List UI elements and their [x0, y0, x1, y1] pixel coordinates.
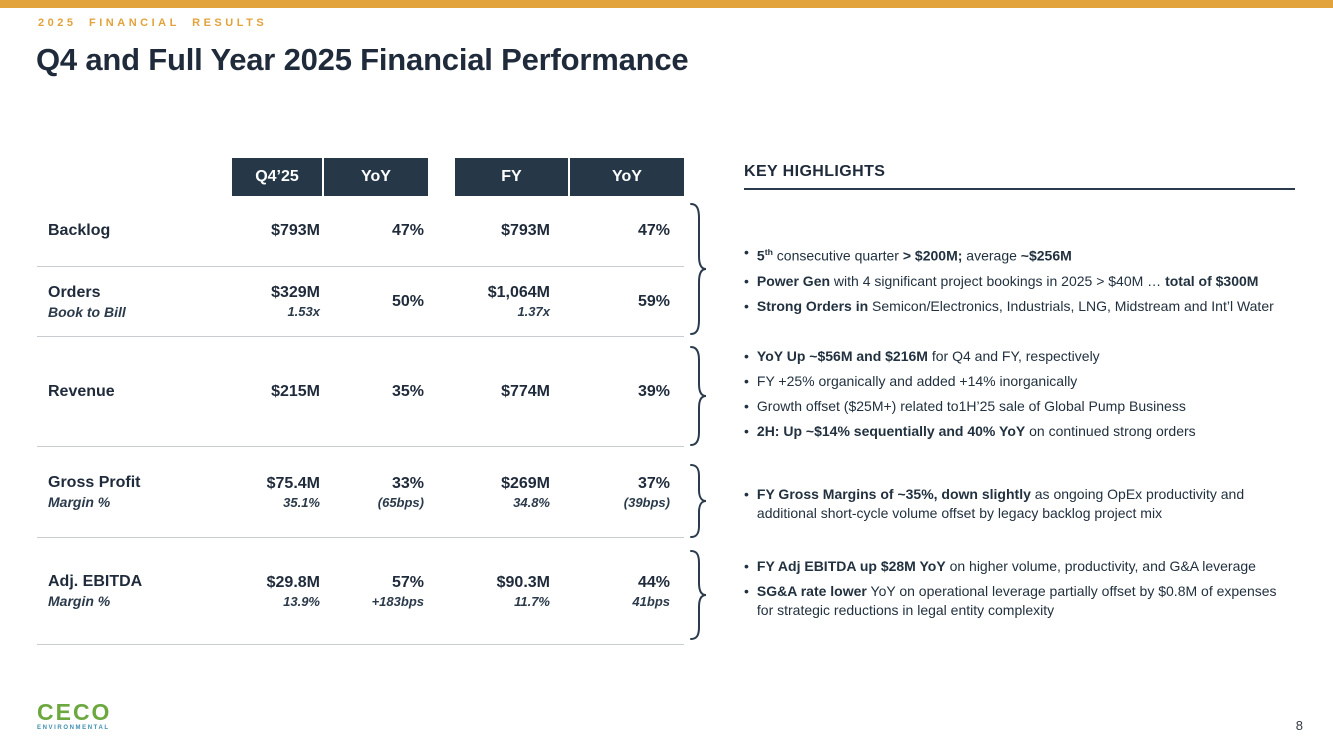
highlights-title: KEY HIGHLIGHTS: [744, 163, 886, 180]
value-cell: 59%: [637, 292, 670, 310]
value-cell: 39%: [637, 382, 670, 400]
bullet-text: SG&A rate lower YoY on operational lever…: [756, 583, 1277, 618]
bullet-icon: •: [744, 583, 749, 599]
value-cell: $329M 1.53x: [271, 284, 320, 319]
logo-wordmark: CECO: [37, 699, 112, 725]
value-cell: $269M 34.8%: [501, 474, 550, 510]
header-label-spacer: [37, 158, 232, 196]
bullet-icon: •: [744, 558, 749, 574]
value-cell: $774M: [501, 382, 550, 400]
page-title: Q4 and Full Year 2025 Financial Performa…: [36, 42, 689, 77]
bullet-text: FY Gross Margins of ~35%, down slightly …: [756, 486, 1245, 521]
header-gap: [428, 158, 455, 196]
bullet-text: 2H: Up ~$14% sequentially and 40% YoY on…: [756, 423, 1196, 439]
highlight-group-backlog-orders: • 5th consecutive quarter > $200M; averag…: [744, 243, 1295, 316]
table-row: Backlog $793M 47% $793M 47%: [37, 196, 684, 267]
highlight-group-adj-ebitda: • FY Adj EBITDA up $28M YoY on higher vol…: [744, 557, 1295, 620]
table-body: Backlog $793M 47% $793M 47% Orders Book to Bil…: [37, 196, 684, 645]
highlight-bullet: • Growth offset ($25M+) related to1H’25 s…: [744, 397, 1295, 416]
key-highlights-panel: KEY HIGHLIGHTS • 5th consecutive quarter …: [744, 163, 1295, 618]
bullet-text: FY +25% organically and added +14% inorg…: [756, 373, 1078, 389]
brace-icon: [690, 203, 707, 335]
column-header-yoy: YoY: [361, 168, 391, 185]
table-row: Revenue $215M 35% $774M 39%: [37, 337, 684, 447]
bullet-text: Growth offset ($25M+) related to1H’25 sa…: [756, 398, 1186, 414]
highlight-bullet: • FY +25% organically and added +14% inor…: [744, 372, 1295, 391]
bullet-text: FY Adj EBITDA up $28M YoY on higher volu…: [756, 558, 1256, 574]
header-group-quarter: Q4’25 YoY: [232, 158, 428, 196]
column-header-fy: FY: [501, 168, 522, 185]
value-cell: $75.4M 35.1%: [266, 474, 320, 510]
value-cell: 50%: [391, 292, 424, 310]
value-cell: $215M: [271, 382, 320, 400]
value-cell: 44% 41bps: [632, 573, 670, 609]
value-cell: 47%: [391, 222, 424, 239]
top-accent-bar: [0, 0, 1333, 8]
table-row: Gross Profit Margin % $75.4M 35.1% 33% (65bps…: [37, 447, 684, 538]
column-header-yoy: YoY: [612, 168, 642, 185]
bullet-icon: •: [744, 297, 749, 314]
header-divider: [568, 158, 570, 196]
value-cell: 33% (65bps): [377, 474, 424, 510]
highlight-group-revenue: • YoY Up ~$56M and $216M for Q4 and FY, r…: [744, 347, 1295, 441]
header-group-fullyear: FY YoY: [455, 158, 684, 196]
bullet-icon: •: [744, 486, 749, 502]
header-divider: [322, 158, 324, 196]
bullet-text: Strong Orders in Semicon/Electronics, In…: [756, 297, 1274, 314]
eyebrow-label: 2025 FINANCIAL RESULTS: [38, 17, 268, 29]
bullet-icon: •: [744, 348, 749, 364]
row-label: Gross Profit Margin %: [48, 474, 141, 510]
row-label: Orders Book to Bill: [48, 283, 126, 320]
table-row: Adj. EBITDA Margin % $29.8M 13.9% 57% +183bps…: [37, 538, 684, 645]
highlights-underline: [744, 188, 1295, 190]
value-cell: 35%: [391, 382, 424, 400]
value-cell: $90.3M 11.7%: [496, 573, 550, 609]
value-cell: $29.8M 13.9%: [266, 573, 320, 609]
highlight-bullet: • SG&A rate lower YoY on operational leve…: [744, 582, 1295, 620]
value-cell: $1,064M 1.37x: [487, 284, 550, 319]
bullet-icon: •: [744, 244, 749, 260]
row-label: Adj. EBITDA Margin %: [48, 573, 143, 609]
page-number: 8: [1295, 718, 1303, 733]
ceco-logo: CECO ENVIRONMENTAL: [37, 699, 112, 732]
row-label: Backlog: [48, 222, 111, 239]
value-cell: $793M: [271, 222, 320, 239]
table-header: Q4’25 YoY FY YoY: [37, 158, 684, 196]
bullet-icon: •: [744, 423, 749, 439]
value-cell: 47%: [637, 222, 670, 239]
bullet-text: Power Gen with 4 significant project boo…: [756, 272, 1259, 289]
logo-subtext: ENVIRONMENTAL: [37, 725, 110, 731]
highlight-bullet: • FY Gross Margins of ~35%, down slightly…: [744, 485, 1295, 523]
column-header-q4: Q4’25: [255, 168, 299, 185]
bullet-icon: •: [744, 398, 749, 414]
bullet-text: YoY Up ~$56M and $216M for Q4 and FY, re…: [756, 348, 1100, 364]
highlight-bullet: • Power Gen with 4 significant project bo…: [744, 272, 1295, 291]
brace-icon: [690, 464, 707, 538]
value-cell: $793M: [501, 222, 550, 239]
bullet-icon: •: [744, 272, 749, 289]
bullet-icon: •: [744, 373, 749, 389]
brace-icon: [690, 550, 707, 640]
row-label: Revenue: [48, 382, 115, 400]
highlight-bullet: • YoY Up ~$56M and $216M for Q4 and FY, r…: [744, 347, 1295, 366]
highlight-bullet: • 5th consecutive quarter > $200M; averag…: [744, 243, 1295, 266]
brace-icon: [690, 346, 707, 446]
table-row: Orders Book to Bill $329M 1.53x 50% $1,064M 1.…: [37, 267, 684, 337]
highlight-bullet: • FY Adj EBITDA up $28M YoY on higher vol…: [744, 557, 1295, 576]
value-cell: 37% (39bps): [623, 474, 670, 510]
highlight-bullet: • 2H: Up ~$14% sequentially and 40% YoY o…: [744, 422, 1295, 441]
financial-table: Q4’25 YoY FY YoY Backlog $793M 47% $793M 47%…: [37, 158, 684, 645]
bullet-text: 5th consecutive quarter > $200M; average…: [756, 247, 1072, 264]
value-cell: 57% +183bps: [371, 573, 424, 609]
highlight-group-gross-profit: • FY Gross Margins of ~35%, down slightly…: [744, 485, 1295, 523]
highlight-bullet: • Strong Orders in Semicon/Electronics, I…: [744, 297, 1295, 316]
